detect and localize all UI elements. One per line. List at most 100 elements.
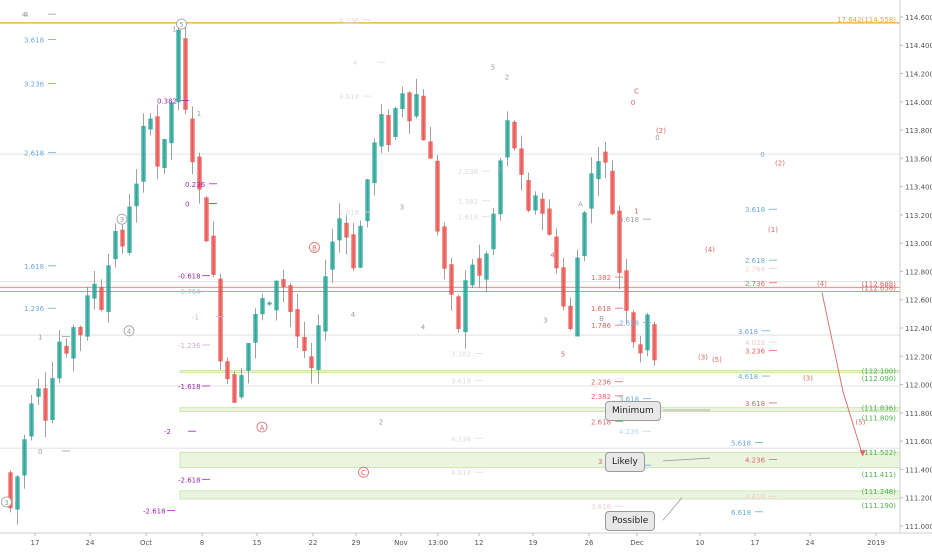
candle-body	[71, 327, 76, 359]
y-tick-label: 113.800	[905, 127, 932, 135]
wave-label: 2	[505, 73, 509, 81]
wave-label-circle	[256, 421, 268, 433]
wave-label: (5)	[856, 418, 866, 426]
candlestick	[295, 293, 300, 348]
candle-body	[344, 222, 349, 238]
fib-level-label: 4.236	[619, 428, 640, 436]
y-tick-label: 113.600	[905, 155, 932, 163]
candlestick	[554, 228, 559, 274]
wave-label: 5	[561, 350, 565, 358]
y-tick-label: 111.600	[905, 438, 932, 446]
candle-body	[372, 142, 377, 184]
x-tick-label: 12	[475, 539, 484, 547]
y-tick-label: 113.400	[905, 184, 932, 192]
x-tick-label: Oct	[140, 539, 152, 547]
target-zone-label: (111.836)	[862, 405, 897, 413]
candle-body	[197, 156, 202, 190]
candlestick	[463, 270, 468, 349]
candle-body	[386, 115, 391, 146]
candle-body	[533, 195, 538, 211]
candlestick	[288, 283, 293, 328]
candle-body	[134, 183, 139, 207]
wave-label: 2	[379, 418, 383, 426]
candlestick	[204, 196, 209, 242]
y-tick-label: 111.800	[905, 410, 932, 418]
wave-label: 3	[4, 499, 8, 507]
candle-body	[526, 180, 531, 211]
candle-body	[582, 212, 587, 256]
candlestick	[589, 157, 594, 224]
candlestick	[176, 19, 181, 111]
callout-box: Possible	[605, 511, 656, 532]
candlestick	[302, 321, 307, 359]
candlestick	[239, 368, 244, 400]
fib-level-label: 3.618	[339, 93, 359, 101]
y-tick-label: 114.200	[905, 71, 932, 79]
candle-body	[365, 179, 370, 222]
x-tick-label: 19	[529, 539, 538, 547]
fib-level-label: 3.618	[24, 37, 44, 45]
wave-label: 3	[543, 317, 547, 325]
candlestick	[57, 330, 62, 384]
candle-body	[610, 170, 615, 215]
candlestick	[442, 222, 447, 280]
candlestick	[400, 86, 405, 118]
x-tick-label: 26	[585, 539, 594, 547]
x-tick-label: Nov	[394, 539, 408, 547]
wave-label: 5	[491, 63, 495, 71]
candlestick	[309, 342, 314, 384]
reference-line-label: (112.688)	[862, 280, 897, 288]
fib-level-label: 6.618	[731, 509, 751, 517]
candlestick	[225, 357, 230, 385]
candle-body	[351, 234, 356, 269]
candlestick	[260, 293, 265, 321]
callout-pointer	[662, 497, 683, 521]
x-tick-label: 13:00	[428, 539, 448, 547]
fib-level-label: 2.618	[619, 319, 639, 327]
candlestick	[281, 270, 286, 303]
candlestick	[232, 371, 237, 403]
candle-body	[218, 278, 223, 362]
wave-label: (5)	[712, 356, 722, 364]
candle-body	[407, 92, 412, 122]
candlestick	[449, 257, 454, 311]
candlestick	[575, 249, 580, 337]
candle-body	[64, 345, 69, 354]
candlestick	[428, 126, 433, 160]
y-tick-label: 114.400	[905, 42, 932, 50]
candlestick	[113, 223, 118, 268]
candle-body	[379, 114, 384, 147]
candlestick	[561, 257, 566, 311]
wave-label-circle	[176, 18, 187, 30]
fib-level-label: 3.382	[451, 350, 471, 358]
candle-body	[442, 226, 447, 269]
wave-label: 4	[351, 311, 356, 319]
wave-label: C	[361, 469, 366, 477]
candlestick	[274, 280, 279, 321]
candle-body	[113, 231, 118, 260]
fib-level-label: 3	[598, 458, 602, 466]
candle-body	[596, 161, 601, 180]
fib-level-label: 3.236	[745, 348, 766, 356]
fib-level-label: 0	[185, 201, 189, 209]
candle-body	[260, 298, 265, 315]
wave-label-circle	[116, 213, 128, 225]
fib-level-label: 3.618	[745, 206, 765, 214]
candle-body	[337, 218, 342, 241]
candle-body	[92, 283, 97, 299]
candle-body	[393, 108, 398, 137]
candlestick	[470, 259, 475, 288]
y-tick-label: 112.000	[905, 382, 932, 390]
target-zone	[179, 490, 901, 500]
candle-body	[414, 94, 419, 117]
candle-body	[617, 210, 622, 273]
fib-level-label: -1	[192, 314, 199, 322]
candle-body	[211, 235, 216, 275]
y-tick-label: 112.200	[905, 353, 932, 361]
fib-level-label: 4.618	[451, 469, 471, 477]
candlestick	[267, 301, 272, 306]
wave-label: (2)	[775, 160, 785, 168]
reference-line-label: (112.658)	[862, 285, 897, 293]
